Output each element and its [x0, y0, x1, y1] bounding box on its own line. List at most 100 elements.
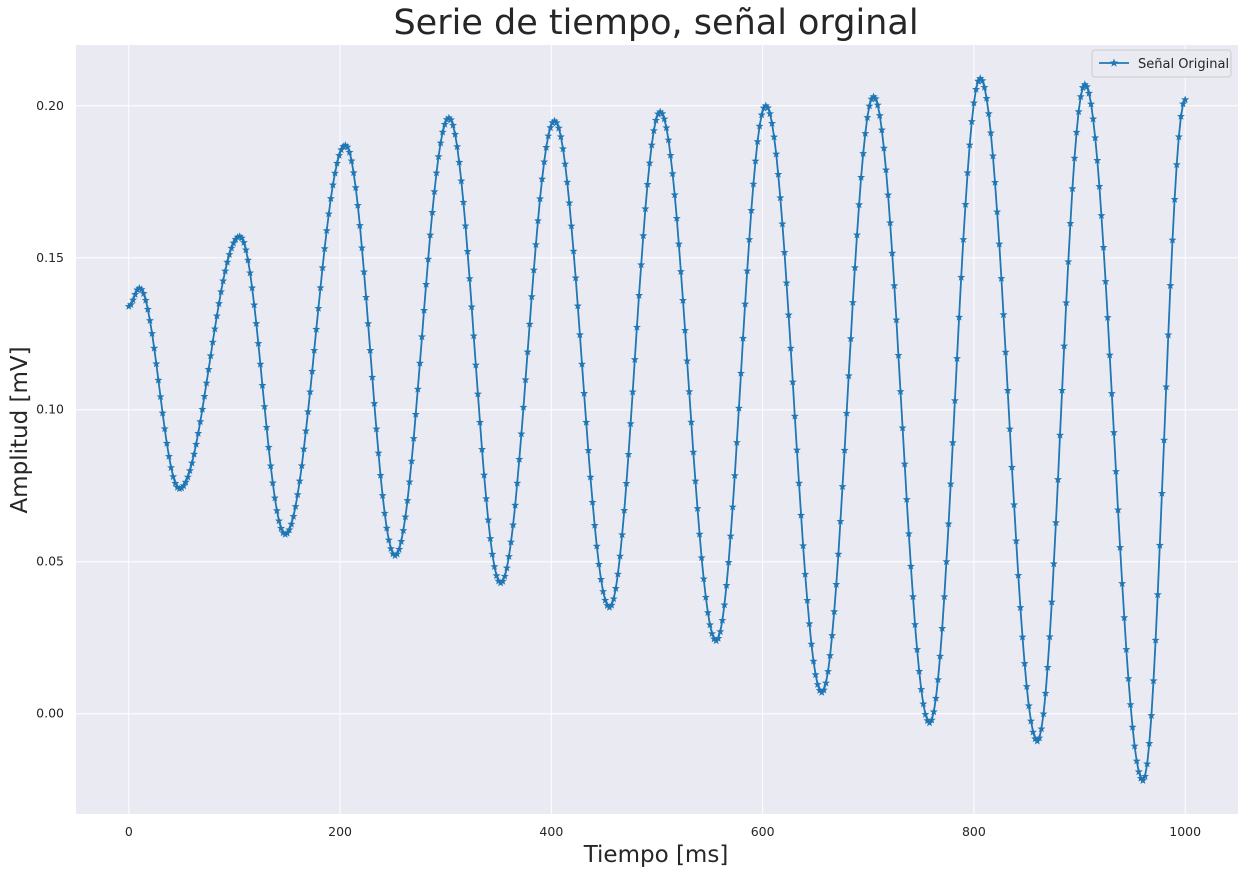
- data-point-star: [980, 83, 989, 91]
- data-point-star: [575, 330, 584, 339]
- data-point-star: [1138, 776, 1147, 784]
- data-point-star: [1134, 767, 1143, 776]
- data-point-star: [270, 493, 279, 502]
- data-point-star: [693, 504, 702, 512]
- data-point-star: [594, 560, 603, 568]
- data-point-star: [734, 403, 743, 412]
- data-point-star: [603, 601, 612, 609]
- data-point-star: [1029, 727, 1038, 736]
- data-point-star: [461, 221, 470, 230]
- data-point-star: [459, 198, 468, 206]
- legend: Señal Original: [1091, 49, 1232, 78]
- data-point-star: [322, 226, 331, 235]
- data-point-star: [521, 375, 530, 384]
- data-point-star: [1099, 243, 1108, 251]
- data-point-star: [701, 593, 710, 601]
- data-point-star: [171, 479, 180, 487]
- data-point-star: [164, 452, 173, 460]
- data-point-star: [683, 356, 692, 365]
- series-markers: [124, 74, 1190, 784]
- data-point-star: [894, 351, 903, 359]
- data-point-star: [1095, 182, 1104, 190]
- data-point-star: [867, 94, 876, 103]
- legend-label: Señal Original: [1138, 57, 1229, 72]
- data-point-star: [708, 629, 716, 638]
- data-point-star: [999, 310, 1008, 319]
- data-point-star: [204, 365, 213, 373]
- data-point-star: [689, 447, 698, 456]
- data-point-star: [467, 302, 476, 311]
- data-point-star: [957, 273, 966, 281]
- data-point-star: [502, 563, 511, 572]
- data-point-star: [902, 495, 911, 503]
- data-point-star: [529, 265, 538, 274]
- data-point-star: [370, 399, 379, 407]
- data-point-star: [942, 557, 951, 566]
- data-point-star: [411, 410, 420, 418]
- data-point-star: [641, 204, 650, 213]
- data-point-star: [517, 429, 526, 438]
- data-point-star: [1147, 711, 1156, 719]
- data-point-star: [726, 531, 735, 540]
- data-point-star: [1170, 195, 1179, 203]
- data-point-star: [963, 168, 972, 177]
- data-point-star: [718, 616, 727, 624]
- data-point-star: [801, 570, 810, 578]
- data-point-star: [714, 634, 723, 642]
- data-point-star: [496, 578, 505, 587]
- data-point-star: [1053, 475, 1062, 483]
- data-point-star: [993, 207, 1002, 216]
- data-point-star: [776, 193, 785, 202]
- data-point-star: [728, 502, 737, 511]
- y-axis-label: Amplitud [mV]: [7, 346, 33, 513]
- data-point-star: [366, 346, 375, 354]
- data-point-star: [417, 332, 426, 341]
- data-point-star: [349, 168, 358, 177]
- data-point-star: [494, 576, 503, 585]
- data-point-star: [432, 168, 441, 177]
- data-point-star: [569, 246, 578, 255]
- x-tick-label: 1000: [1169, 824, 1201, 839]
- data-point-star: [888, 249, 897, 257]
- data-point-star: [1074, 107, 1083, 116]
- data-point-star: [788, 377, 797, 386]
- data-point-star: [666, 151, 675, 159]
- data-point-star: [1155, 541, 1164, 549]
- data-point-star: [301, 426, 310, 435]
- data-point-star: [565, 198, 574, 207]
- data-point-star: [913, 645, 922, 653]
- data-point-star: [395, 545, 404, 553]
- data-point-star: [556, 132, 565, 141]
- data-point-star: [699, 574, 708, 583]
- data-point-star: [156, 392, 165, 401]
- data-point-star: [536, 194, 545, 203]
- data-point-star: [1141, 772, 1150, 780]
- data-point-star: [185, 466, 194, 475]
- data-point-star: [314, 304, 323, 312]
- data-point-star: [582, 418, 591, 426]
- data-point-star: [755, 121, 764, 130]
- data-point-star: [368, 373, 377, 381]
- data-point-star: [830, 607, 839, 616]
- data-point-star: [162, 439, 171, 447]
- data-point-star: [1066, 219, 1075, 227]
- data-point-star: [997, 274, 1006, 282]
- data-point-star: [786, 343, 795, 352]
- data-point-star: [807, 639, 816, 648]
- data-point-star: [915, 667, 924, 675]
- data-point-star: [978, 76, 987, 85]
- data-point-star: [347, 156, 356, 165]
- data-point-star: [424, 254, 433, 263]
- data-point-star: [143, 305, 152, 313]
- data-point-star: [289, 512, 298, 520]
- data-point-star: [1049, 559, 1058, 568]
- data-point-star: [1176, 112, 1185, 120]
- data-point-star: [1014, 571, 1023, 579]
- data-point-star: [739, 334, 748, 342]
- data-point-star: [434, 152, 443, 161]
- data-point-star: [1130, 741, 1139, 750]
- data-point-star: [500, 572, 509, 580]
- data-point-star: [202, 378, 211, 387]
- data-point-star: [749, 179, 758, 188]
- data-point-star: [1056, 430, 1065, 439]
